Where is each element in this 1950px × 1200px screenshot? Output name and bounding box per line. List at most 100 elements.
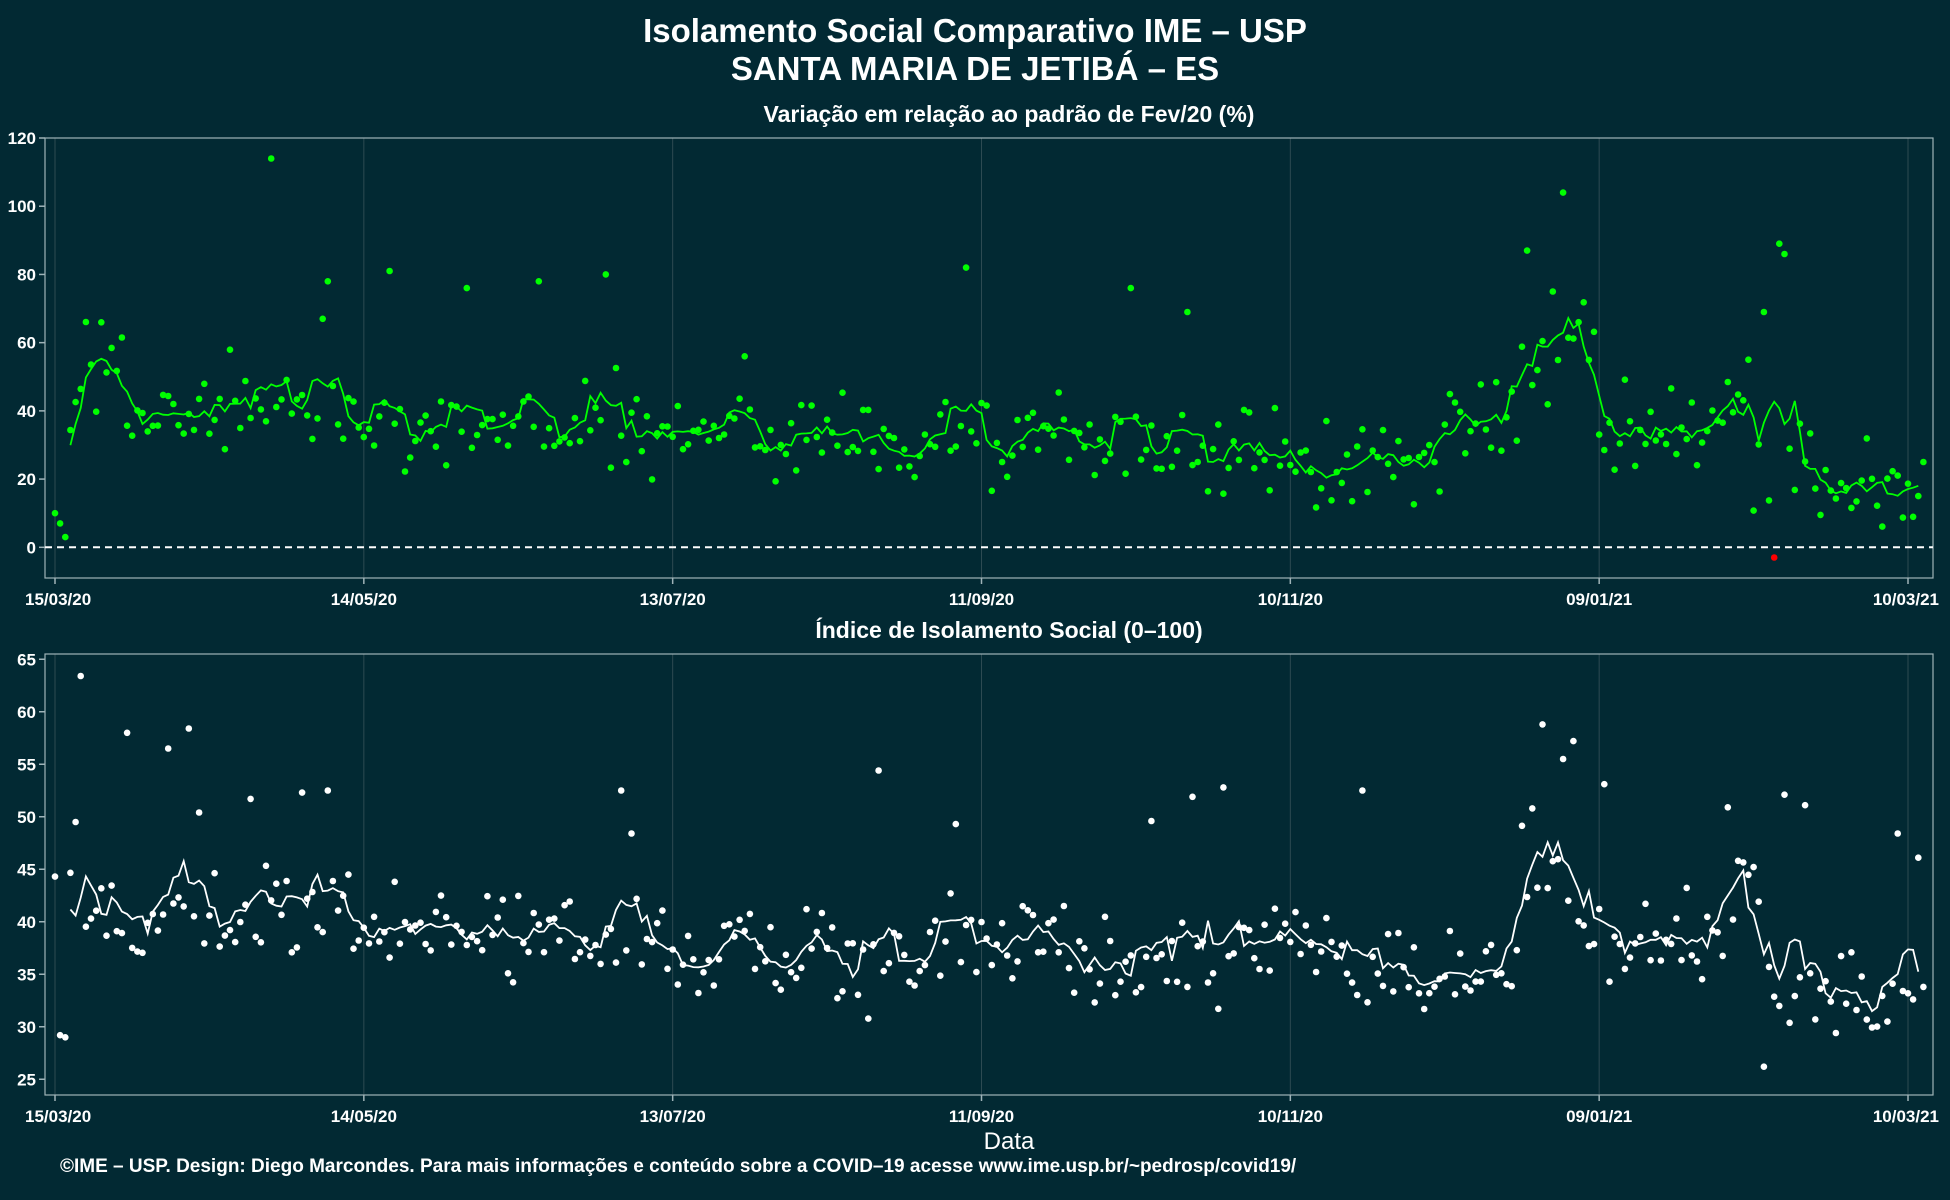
data-point <box>1251 464 1258 472</box>
data-point <box>1709 407 1716 414</box>
data-point <box>77 672 84 680</box>
data-point <box>535 278 543 285</box>
data-point <box>391 420 399 428</box>
data-point <box>159 391 167 399</box>
data-point <box>1570 737 1577 745</box>
data-point <box>653 919 661 927</box>
data-point <box>756 943 764 951</box>
data-point <box>1420 449 1428 457</box>
data-point <box>1189 793 1196 801</box>
data-point <box>545 424 553 432</box>
data-point <box>211 416 218 424</box>
data-point <box>139 409 146 417</box>
data-point <box>1009 452 1016 459</box>
data-point <box>1287 938 1294 946</box>
data-point <box>1544 401 1551 408</box>
data-point <box>880 425 887 433</box>
data-point <box>1714 417 1721 424</box>
data-point <box>967 916 975 924</box>
data-point <box>813 928 821 936</box>
data-point <box>201 940 208 947</box>
data-point <box>1539 721 1546 728</box>
data-point <box>1565 334 1572 342</box>
data-point <box>103 369 110 376</box>
x-tick-label: 13/07/20 <box>640 1107 706 1126</box>
data-point <box>360 433 368 441</box>
data-point <box>283 376 290 384</box>
data-point <box>1704 913 1711 921</box>
panel-title: Índice de Isolamento Social (0–100) <box>815 616 1202 643</box>
data-point <box>87 361 95 368</box>
data-point <box>1529 805 1536 812</box>
data-point <box>520 398 527 405</box>
data-point <box>350 945 357 952</box>
data-point <box>1909 513 1917 521</box>
data-point <box>206 912 213 919</box>
data-point <box>1400 456 1407 463</box>
data-point <box>458 928 465 936</box>
data-point <box>1595 431 1603 438</box>
data-point <box>1132 413 1140 421</box>
data-point <box>1915 492 1922 500</box>
data-point <box>391 878 399 886</box>
data-point <box>1168 463 1176 471</box>
data-point <box>1570 335 1577 342</box>
data-point <box>401 468 409 475</box>
data-point <box>777 986 785 993</box>
panel-isolation-index: 15/03/20 14/05/20 13/07/20 11/09/20 10/11/20… <box>17 616 1939 1155</box>
data-point <box>1065 964 1073 972</box>
data-point <box>267 155 275 162</box>
data-point <box>339 435 347 443</box>
data-point <box>82 923 90 930</box>
data-point <box>1822 466 1829 474</box>
data-point <box>1642 440 1649 448</box>
data-point <box>108 882 115 889</box>
data-point <box>1688 952 1696 959</box>
data-point <box>365 940 373 947</box>
data-point <box>329 382 337 390</box>
data-point <box>1045 425 1052 433</box>
data-point <box>1302 922 1310 929</box>
data-point <box>1276 934 1284 942</box>
data-point <box>1117 978 1124 985</box>
data-point <box>1467 987 1474 994</box>
data-point <box>638 447 646 455</box>
data-point <box>216 395 223 403</box>
data-point <box>1374 453 1382 461</box>
data-point <box>98 885 105 892</box>
data-point <box>1626 418 1634 425</box>
data-point <box>1148 817 1155 825</box>
data-point <box>499 896 507 903</box>
data-point <box>1755 898 1762 905</box>
data-point <box>51 509 59 517</box>
data-point <box>134 407 141 414</box>
data-point <box>1307 468 1315 476</box>
data-point <box>1631 940 1639 947</box>
data-point <box>679 445 687 453</box>
y-tick-label: 50 <box>17 808 36 827</box>
data-point <box>1328 938 1335 946</box>
data-point <box>952 820 960 828</box>
data-point <box>926 928 934 936</box>
data-point <box>1503 980 1510 988</box>
data-point <box>1662 440 1670 448</box>
data-point <box>1204 979 1212 986</box>
data-point <box>56 1031 64 1039</box>
data-point <box>1539 337 1546 345</box>
y-tick-label: 45 <box>17 860 36 879</box>
data-point <box>1590 328 1598 336</box>
data-point <box>1184 308 1191 316</box>
data-point <box>1688 399 1696 406</box>
data-point <box>581 936 589 943</box>
data-point <box>710 982 718 989</box>
data-point <box>901 951 908 959</box>
data-point <box>731 415 738 422</box>
data-point <box>1379 426 1387 434</box>
data-point <box>767 426 774 434</box>
data-point <box>1498 447 1505 455</box>
data-point <box>355 424 363 431</box>
data-point <box>1117 418 1124 426</box>
data-point <box>154 422 162 429</box>
data-point <box>149 910 157 918</box>
data-point <box>1148 422 1155 429</box>
